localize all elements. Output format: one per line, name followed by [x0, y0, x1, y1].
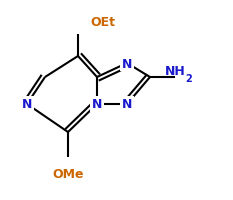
Text: N: N	[122, 98, 132, 111]
Text: OEt: OEt	[90, 15, 115, 28]
Text: N: N	[22, 98, 32, 111]
Text: NH: NH	[165, 65, 186, 78]
Text: N: N	[92, 98, 102, 111]
Text: N: N	[122, 57, 132, 70]
Text: OMe: OMe	[52, 168, 83, 181]
Text: 2: 2	[185, 74, 192, 84]
